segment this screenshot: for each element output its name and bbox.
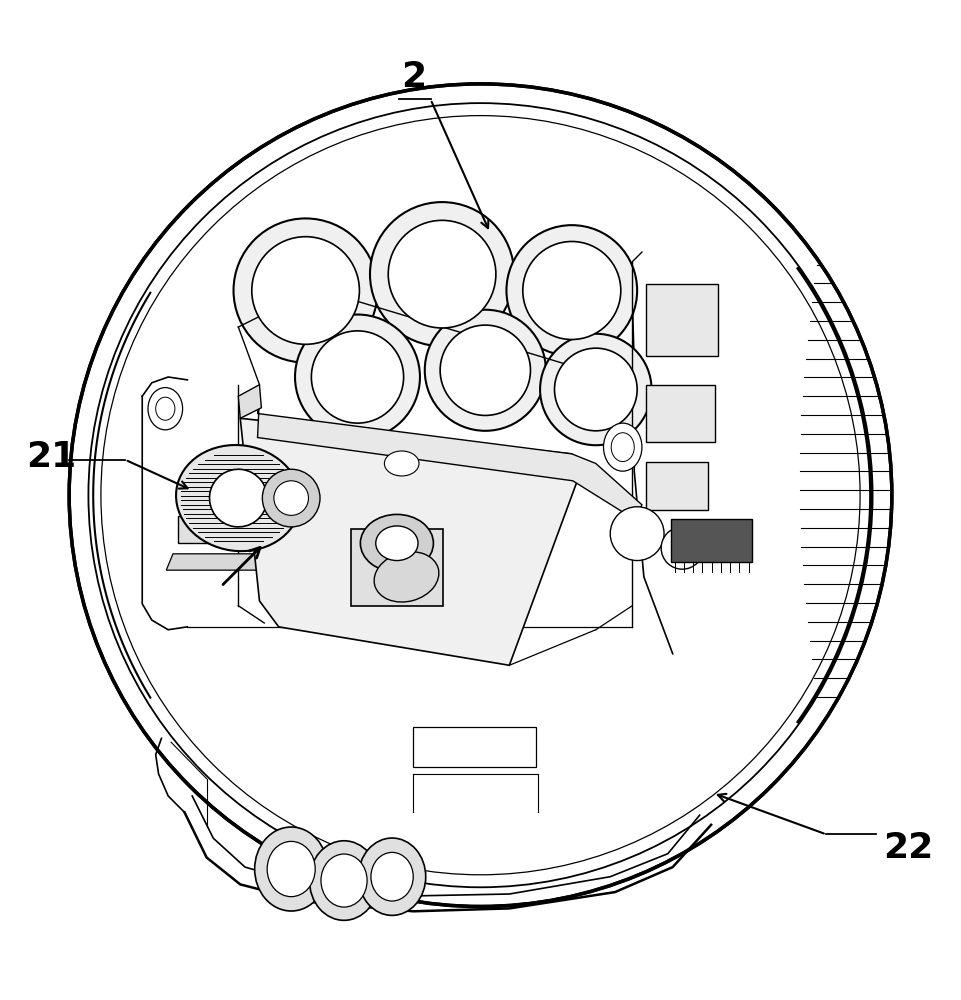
Circle shape bbox=[234, 218, 378, 363]
Circle shape bbox=[388, 220, 496, 328]
Ellipse shape bbox=[358, 838, 426, 915]
Polygon shape bbox=[166, 554, 310, 570]
Polygon shape bbox=[258, 396, 642, 519]
Circle shape bbox=[440, 325, 530, 415]
Ellipse shape bbox=[209, 469, 267, 527]
Circle shape bbox=[425, 310, 546, 431]
Circle shape bbox=[610, 507, 664, 561]
Bar bbox=[352, 529, 443, 606]
Ellipse shape bbox=[604, 423, 642, 471]
Circle shape bbox=[69, 84, 892, 907]
Text: 21: 21 bbox=[26, 440, 76, 474]
Ellipse shape bbox=[148, 388, 183, 430]
Ellipse shape bbox=[176, 445, 301, 551]
Bar bbox=[646, 284, 718, 356]
Circle shape bbox=[540, 334, 652, 445]
Ellipse shape bbox=[321, 854, 367, 907]
Bar bbox=[178, 516, 303, 543]
Circle shape bbox=[554, 348, 637, 431]
Bar bbox=[646, 385, 715, 442]
Ellipse shape bbox=[255, 827, 328, 911]
Ellipse shape bbox=[611, 433, 634, 462]
Circle shape bbox=[295, 315, 420, 439]
Ellipse shape bbox=[384, 451, 419, 476]
Ellipse shape bbox=[156, 397, 175, 420]
Ellipse shape bbox=[374, 552, 439, 602]
Bar bbox=[671, 519, 752, 562]
Ellipse shape bbox=[376, 526, 418, 561]
Circle shape bbox=[311, 331, 404, 423]
Bar bbox=[413, 727, 536, 767]
Circle shape bbox=[262, 469, 320, 527]
Text: 2: 2 bbox=[401, 60, 426, 94]
Circle shape bbox=[252, 237, 359, 344]
Bar bbox=[646, 462, 708, 510]
Circle shape bbox=[523, 241, 621, 340]
Circle shape bbox=[661, 527, 703, 569]
Ellipse shape bbox=[309, 841, 379, 920]
Circle shape bbox=[370, 202, 514, 346]
Ellipse shape bbox=[267, 841, 315, 897]
Ellipse shape bbox=[360, 514, 433, 572]
Ellipse shape bbox=[371, 852, 413, 901]
Text: 22: 22 bbox=[883, 831, 933, 865]
Circle shape bbox=[274, 481, 308, 515]
Circle shape bbox=[506, 225, 637, 356]
Polygon shape bbox=[240, 418, 577, 665]
Polygon shape bbox=[238, 385, 261, 418]
